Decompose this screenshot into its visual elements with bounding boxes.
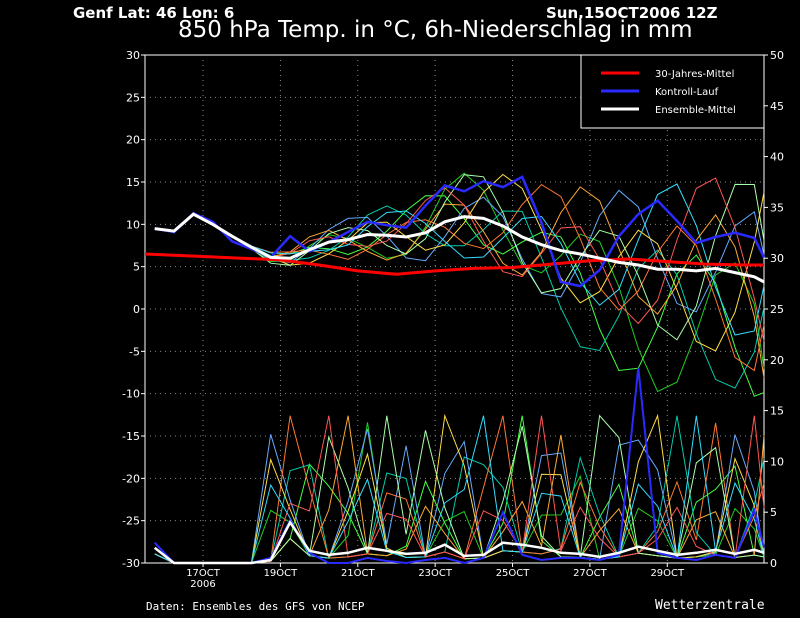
y-right-tick-label: 45	[770, 100, 784, 113]
member-temp-line	[154, 172, 765, 393]
legend-label-mean: Ensemble-Mittel	[655, 105, 736, 116]
y-left-tick-label: -30	[122, 557, 140, 570]
plot-frame	[144, 54, 765, 564]
y-right-tick-label: 20	[770, 354, 784, 367]
y-right-tick-label: 5	[770, 506, 777, 519]
x-tick-label: 25OCT	[496, 568, 531, 579]
y-left-tick-label: -5	[129, 345, 140, 358]
y-right-tick-label: 35	[770, 201, 784, 214]
y-left-tick-label: 25	[126, 91, 140, 104]
y-right-tick-label: 50	[770, 49, 784, 62]
member-precip-line	[154, 415, 765, 564]
x-tick-label: 17OCT	[186, 568, 221, 579]
x-tick-label: 21OCT	[341, 568, 376, 579]
member-temp-line	[154, 174, 765, 341]
member-temp-line	[154, 183, 765, 336]
x-tick-label: 23OCT	[418, 568, 453, 579]
y-left-tick-label: 5	[133, 261, 140, 274]
y-left-tick-label: 15	[126, 176, 140, 189]
member-temp-line	[154, 205, 765, 389]
y-right-tick-label: 15	[770, 405, 784, 418]
member-precip-line	[154, 415, 765, 564]
mean-temp-line	[154, 212, 765, 284]
member-precip-line	[154, 413, 765, 564]
mean-precip-line	[153, 519, 765, 565]
member-temp-line	[154, 195, 765, 397]
location-label: Genf Lat: 46 Lon: 6	[73, 4, 235, 22]
chart-title: 850 hPa Temp. in °C, 6h-Niederschlag in …	[178, 17, 693, 43]
control-precip-line	[153, 367, 765, 565]
y-left-tick-label: -20	[122, 472, 140, 485]
member-precip-line	[154, 428, 765, 564]
y-left-tick-label: 10	[126, 218, 140, 231]
y-right-tick-label: 40	[770, 151, 784, 164]
y-left-tick-label: -25	[122, 515, 140, 528]
legend-label-climate: 30-Jahres-Mittel	[655, 69, 734, 80]
x-tick-label: 29OCT	[650, 568, 685, 579]
member-precip-line	[154, 422, 765, 564]
y-left-tick-label: -15	[122, 430, 140, 443]
climate-mean-line	[144, 252, 764, 276]
x-tick-label: 19OCT	[264, 568, 299, 579]
x-tick-sublabel: 2006	[190, 579, 215, 590]
y-right-tick-label: 10	[770, 455, 784, 468]
y-left-tick-label: -10	[122, 388, 140, 401]
y-right-tick-label: 0	[770, 557, 777, 570]
y-right-tick-label: 30	[770, 252, 784, 265]
x-tick-label: 27OCT	[573, 568, 608, 579]
y-left-tick-label: 20	[126, 134, 140, 147]
member-temp-line	[154, 189, 765, 313]
legend-label-control: Kontroll-Lauf	[655, 87, 719, 98]
y-right-tick-label: 25	[770, 303, 784, 316]
y-left-tick-label: 0	[133, 303, 140, 316]
forecast-date: Sun,15OCT2006 12Z	[546, 4, 718, 22]
brand-label: Wetterzentrale	[655, 598, 765, 613]
y-left-tick-label: 30	[126, 49, 140, 62]
data-source-note: Daten: Ensembles des GFS von NCEP	[146, 600, 365, 613]
